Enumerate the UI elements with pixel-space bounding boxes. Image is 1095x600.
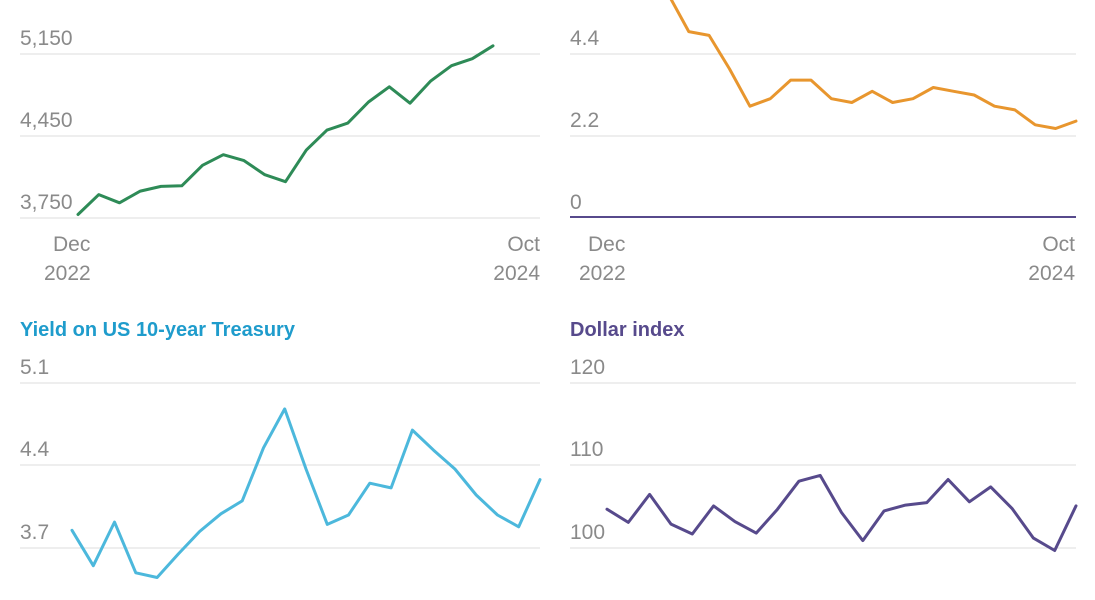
x-tick-label: Oct <box>1042 233 1075 256</box>
y-tick-label: 4,450 <box>20 109 73 132</box>
y-tick-label: 2.2 <box>570 109 599 132</box>
y-tick-label: 100 <box>570 521 605 544</box>
dollar-index-panel: Dollar index 120 110 100 <box>570 319 1078 552</box>
inflation-series-line <box>669 0 1078 130</box>
y-tick-label: 3.7 <box>20 521 49 544</box>
inflation-panel: 4.4 2.2 0 Dec 2022 Oct 2024 <box>570 0 1078 285</box>
y-tick-label: 3,750 <box>20 191 73 214</box>
x-tick-label: 2024 <box>493 262 540 285</box>
dollar-index-series-line <box>605 473 1078 552</box>
treasury-series-line <box>70 407 542 579</box>
y-tick-label: 110 <box>570 438 603 461</box>
x-tick-label: 2022 <box>44 262 91 285</box>
x-tick-label: Dec <box>588 233 625 256</box>
treasury-panel: Yield on US 10-year Treasury 5.1 4.4 3.7 <box>20 319 542 579</box>
y-tick-label: 4.4 <box>20 438 50 461</box>
panel-title: Dollar index <box>570 319 684 341</box>
x-tick-label: 2022 <box>579 262 626 285</box>
sp500-series-line <box>76 44 495 216</box>
x-tick-label: Oct <box>507 233 540 256</box>
x-tick-label: 2024 <box>1028 262 1075 285</box>
sp500-panel: 5,150 4,450 3,750 Dec 2022 Oct 2024 <box>20 27 540 285</box>
x-tick-label: Dec <box>53 233 90 256</box>
y-tick-label: 5,150 <box>20 27 73 50</box>
y-tick-label: 5.1 <box>20 356 49 379</box>
y-tick-label: 4.4 <box>570 27 600 50</box>
y-tick-label: 0 <box>570 191 582 214</box>
panel-title: Yield on US 10-year Treasury <box>20 319 296 341</box>
y-tick-label: 120 <box>570 356 605 379</box>
